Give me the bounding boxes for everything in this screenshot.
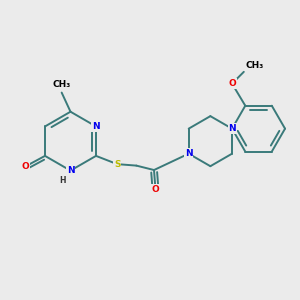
Text: CH₃: CH₃: [245, 61, 263, 70]
Text: S: S: [114, 160, 120, 169]
Text: N: N: [228, 124, 236, 133]
Text: O: O: [228, 79, 236, 88]
Text: N: N: [92, 122, 100, 131]
Text: O: O: [22, 162, 30, 171]
Text: H: H: [59, 176, 65, 184]
Text: N: N: [185, 149, 193, 158]
Text: CH₃: CH₃: [52, 80, 71, 89]
Text: O: O: [152, 185, 159, 194]
Text: N: N: [67, 166, 74, 175]
